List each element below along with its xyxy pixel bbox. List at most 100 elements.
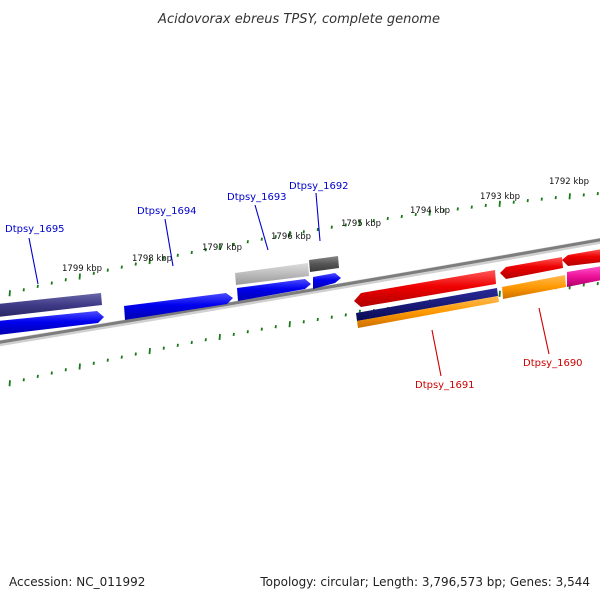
outer-ruler-tick — [274, 235, 277, 239]
gene-label-dtpsy-1691[interactable]: Dtpsy_1691 — [415, 380, 475, 391]
outer-ruler-tick — [50, 281, 53, 285]
inner-ruler-tick — [148, 348, 151, 355]
inner-ruler-tick — [134, 352, 137, 356]
leader-dtpsy-1690 — [538, 307, 550, 355]
gene-dtpsy-1693[interactable] — [237, 279, 311, 301]
outer-ruler-tick — [470, 205, 473, 209]
outer-ruler-tick — [218, 243, 221, 251]
inner-ruler-tick — [316, 317, 319, 322]
outer-ruler-tick — [526, 198, 529, 203]
outer-ruler-tick — [484, 203, 487, 208]
outer-ruler-tick — [442, 209, 445, 213]
inner-ruler-tick — [36, 374, 39, 379]
gene-dtpsy-1690[interactable] — [500, 257, 563, 279]
outer-ruler-tick — [302, 230, 305, 234]
inner-ruler-tick — [582, 283, 585, 287]
ruler-label-1793: 1793 kbp — [480, 192, 520, 202]
outer-tick-ruler — [8, 191, 599, 297]
gene-dtpsy-1692[interactable] — [313, 273, 341, 289]
inner-ruler-tick — [260, 327, 263, 331]
inner-ruler-tick — [190, 340, 193, 345]
outer-ruler-tick — [428, 209, 431, 216]
gene-dtpsy-1695[interactable] — [0, 311, 104, 335]
gene-label-dtpsy-1695[interactable]: Dtpsy_1695 — [5, 224, 65, 235]
gene-dtpsy-1691-cog[interactable] — [356, 288, 498, 321]
gene-dtpsy-1694[interactable] — [124, 293, 233, 320]
inner-ruler-tick — [92, 361, 95, 365]
outer-ruler-tick — [498, 200, 501, 207]
outer-ruler-tick — [120, 265, 123, 269]
inner-ruler-tick — [246, 330, 249, 334]
leader-dtpsy-1694 — [164, 218, 174, 267]
gene-next-red[interactable] — [562, 249, 600, 266]
ruler-label-1795: 1795 kbp — [341, 219, 381, 229]
inner-ruler-tick — [232, 332, 235, 336]
map-title: Acidovorax ebreus TPSY, complete genome — [157, 12, 440, 27]
leader-dtpsy-1692 — [315, 192, 321, 242]
leader-dtpsy-1695 — [28, 237, 39, 285]
inner-ruler-tick — [106, 358, 109, 362]
outer-ruler-tick — [386, 216, 389, 221]
inner-ruler-tick — [22, 378, 25, 382]
inner-ruler-tick — [162, 346, 165, 350]
outer-ruler-tick — [316, 227, 319, 232]
inner-ruler-tick — [50, 371, 53, 375]
inner-ruler-tick — [302, 320, 305, 324]
leader-dtpsy-1691 — [431, 329, 442, 377]
outer-ruler-tick — [596, 191, 599, 196]
gene-dtpsy-1693-cog[interactable] — [235, 263, 309, 285]
inner-ruler-tick — [274, 325, 277, 329]
outer-ruler-tick — [134, 262, 137, 266]
outer-ruler-tick — [106, 268, 109, 272]
outer-ruler-tick — [246, 240, 249, 244]
ruler-label-1797: 1797 kbp — [202, 243, 242, 253]
accession-text: Accession: NC_011992 — [9, 575, 145, 589]
outer-ruler-tick — [36, 284, 39, 289]
genome-summary-text: Topology: circular; Length: 3,796,573 bp… — [259, 575, 590, 589]
outer-ruler-tick — [456, 207, 459, 211]
inner-ruler-tick — [8, 380, 11, 387]
inner-ruler-tick — [78, 363, 81, 370]
inner-ruler-tick — [596, 281, 599, 286]
outer-ruler-tick — [358, 219, 361, 226]
outer-ruler-tick — [78, 273, 81, 280]
inner-ruler-tick — [120, 355, 123, 359]
gene-dtpsy-1690-cog[interactable] — [502, 275, 566, 299]
genome-backbone-core — [0, 238, 600, 344]
inner-ruler-tick — [176, 343, 179, 347]
forward-strand-genes — [0, 256, 339, 317]
gene-label-leaders — [28, 192, 550, 377]
outer-ruler-tick — [400, 214, 403, 219]
gene-dtpsy-1691-cog-2[interactable] — [357, 296, 499, 328]
leader-dtpsy-1693 — [254, 204, 269, 251]
gene-dtpsy-1695-cog[interactable] — [0, 293, 102, 317]
outer-ruler-tick — [414, 212, 417, 217]
reverse-strand-genes — [354, 249, 600, 328]
inner-ruler-tick — [288, 321, 291, 328]
gene-label-dtpsy-1693[interactable]: Dtpsy_1693 — [227, 192, 287, 203]
outer-ruler-tick — [8, 290, 11, 297]
gene-next-cog[interactable] — [567, 266, 600, 287]
forward-cds-arrows — [0, 273, 341, 335]
outer-ruler-tick — [232, 242, 235, 246]
ruler-label-1794: 1794 kbp — [410, 206, 450, 216]
inner-ruler-tick — [218, 333, 221, 341]
gene-label-dtpsy-1690[interactable]: Dtpsy_1690 — [523, 358, 583, 369]
gene-label-dtpsy-1694[interactable]: Dtpsy_1694 — [137, 206, 197, 217]
outer-ruler-tick — [92, 271, 95, 275]
outer-ruler-tick — [554, 196, 557, 200]
outer-ruler-tick — [204, 248, 207, 252]
inner-ruler-tick — [498, 290, 501, 297]
gene-dtpsy-1691[interactable] — [354, 270, 496, 307]
ruler-label-1798: 1798 kbp — [132, 254, 172, 264]
gene-label-dtpsy-1692[interactable]: Dtpsy_1692 — [289, 181, 349, 192]
ruler-label-1796: 1796 kbp — [271, 232, 311, 242]
ruler-label-1792: 1792 kbp — [549, 177, 589, 187]
outer-ruler-tick — [288, 231, 291, 238]
inner-ruler-tick — [204, 338, 207, 342]
gene-dtpsy-1692-cog[interactable] — [309, 256, 339, 272]
inner-ruler-tick — [64, 368, 67, 372]
ruler-label-1799: 1799 kbp — [62, 264, 102, 274]
outer-ruler-tick — [330, 225, 333, 229]
